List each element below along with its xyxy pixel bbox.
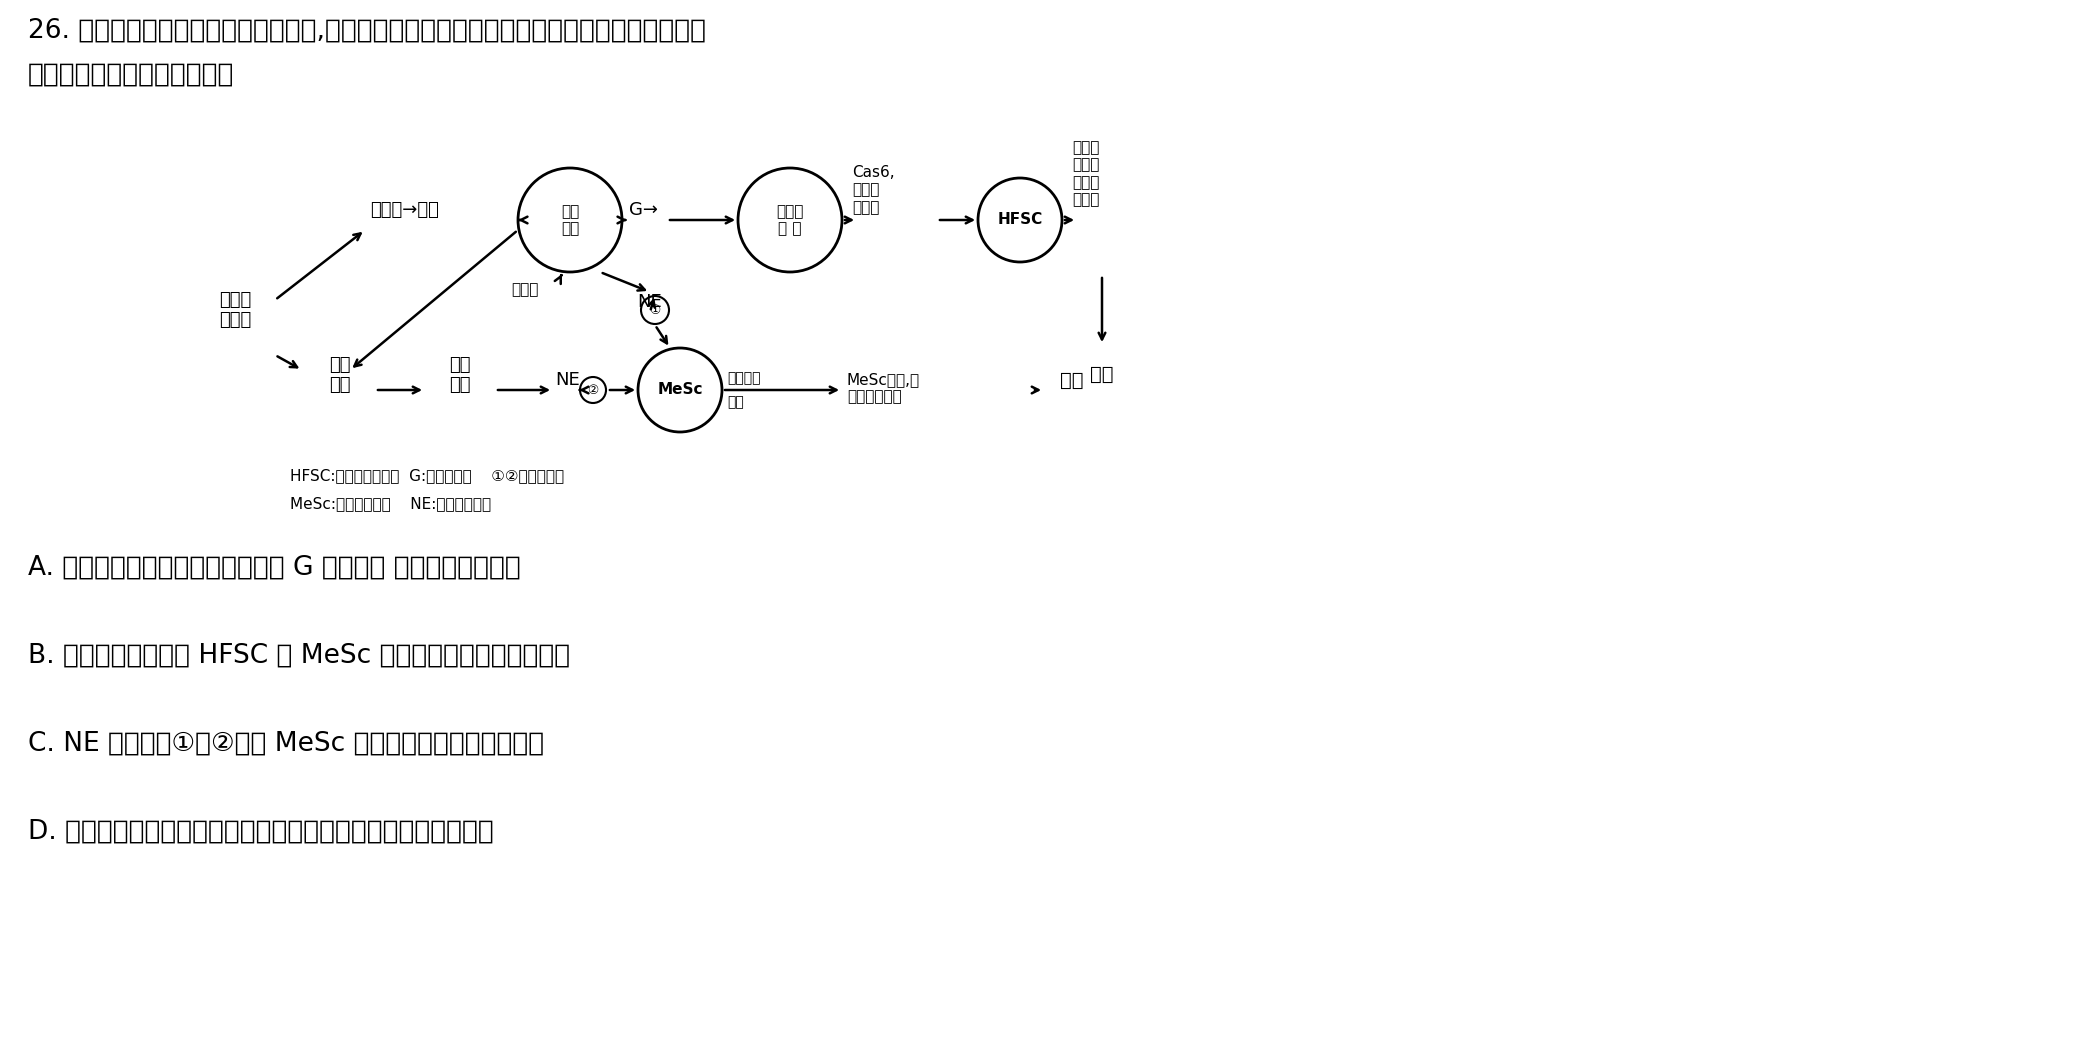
Text: 脊髓
骨髓: 脊髓 骨髓	[329, 356, 352, 394]
Text: NE: NE	[639, 293, 661, 311]
Text: ②: ②	[587, 383, 599, 397]
Text: ①: ①	[649, 303, 661, 317]
Text: MeSc:黑色素干细胞    NE:去甲肾上腺素: MeSc:黑色素干细胞 NE:去甲肾上腺素	[289, 496, 491, 511]
Text: 增殖分化: 增殖分化	[728, 371, 761, 385]
Text: 异常增
殖分化
毛囊细
胞减少: 异常增 殖分化 毛囊细 胞减少	[1071, 140, 1100, 208]
Text: 成纤维
细 胞: 成纤维 细 胞	[776, 203, 803, 237]
Text: 异常: 异常	[728, 395, 745, 409]
Text: 26. 过度紧张、焦虑等不仅会引起脱发,也会导致头发变白。利用黑色小鼠研究得出的调节机制: 26. 过度紧张、焦虑等不仅会引起脱发,也会导致头发变白。利用黑色小鼠研究得出的…	[27, 18, 705, 44]
Text: Cas6,
蛋白分
泌减少: Cas6, 蛋白分 泌减少	[853, 165, 894, 215]
Text: MeSc: MeSc	[657, 382, 703, 398]
Text: 肾上腺: 肾上腺	[512, 282, 539, 297]
Text: A. 下丘脑通过垂体调节肾上腺分泌 G 的体液调 节方式为分级调节: A. 下丘脑通过垂体调节肾上腺分泌 G 的体液调 节方式为分级调节	[27, 555, 520, 581]
Text: B. 过度紧张焦虑会使 HFSC 和 MeSc 增殖、分化的程度发生改变: B. 过度紧张焦虑会使 HFSC 和 MeSc 增殖、分化的程度发生改变	[27, 643, 570, 670]
Text: 白发: 白发	[1061, 371, 1084, 389]
Text: D. 过度紧张焦虑引起白发、脱发是由神经和体液共同调节的结果: D. 过度紧张焦虑引起白发、脱发是由神经和体液共同调节的结果	[27, 819, 493, 845]
Text: 下丘脑→垂体: 下丘脑→垂体	[370, 201, 439, 219]
Text: 脱发: 脱发	[1090, 365, 1113, 384]
Text: MeSc耗竭,黑
色素细胞减少: MeSc耗竭,黑 色素细胞减少	[847, 372, 919, 405]
Text: C. NE 通过过程①和②影响 MeSc 的调节方式和作用效果相同: C. NE 通过过程①和②影响 MeSc 的调节方式和作用效果相同	[27, 731, 545, 757]
Text: NE: NE	[555, 371, 580, 389]
Text: 如图所示。下列叙述正确的是: 如图所示。下列叙述正确的是	[27, 62, 235, 88]
Text: 传出
神经: 传出 神经	[449, 356, 470, 394]
Text: 过度紧
张焦虑: 过度紧 张焦虑	[218, 291, 252, 329]
Text: HFSC: HFSC	[998, 213, 1042, 227]
Text: G→: G→	[628, 201, 657, 219]
Text: 皮质
髓质: 皮质 髓质	[562, 203, 578, 237]
Text: HFSC:毛囊细胞干细胞  G:糖皮质激素    ①②：调节过程: HFSC:毛囊细胞干细胞 G:糖皮质激素 ①②：调节过程	[289, 468, 564, 483]
